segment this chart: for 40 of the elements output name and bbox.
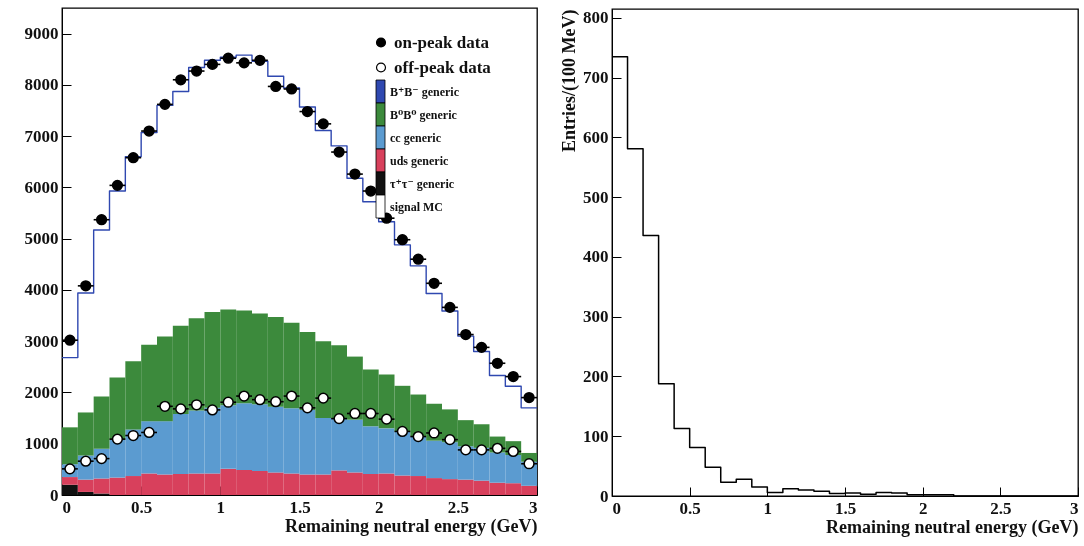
y-tick-label: 1000 xyxy=(24,434,59,454)
y-tick-label: 800 xyxy=(583,8,609,28)
legend-label: off-peak data xyxy=(394,57,492,77)
legend-label: B⁰B⁰ generic xyxy=(390,107,458,122)
legend-label: cc generic xyxy=(390,130,442,145)
x-tick-label: 2.5 xyxy=(447,497,469,517)
x-tick-label: 3 xyxy=(529,497,538,517)
x-tick-label: 1 xyxy=(763,498,773,518)
x-tick-label: 3 xyxy=(1070,498,1079,518)
y-tick-label: 100 xyxy=(583,426,609,446)
x-axis-title: Remaining neutral energy (GeV) xyxy=(826,516,1079,538)
y-tick-label: 7000 xyxy=(24,126,59,146)
y-tick-label: 3000 xyxy=(24,331,59,351)
y-tick-label: 4000 xyxy=(24,280,59,300)
x-tick-label: 0.5 xyxy=(679,498,701,518)
x-tick-label: 1.5 xyxy=(834,498,857,518)
x-axis-title: Remaining neutral energy (GeV) xyxy=(285,515,538,537)
x-tick-label: 0.5 xyxy=(131,497,153,517)
y-tick-label: 700 xyxy=(583,68,609,88)
x-tick-label: 2.5 xyxy=(990,498,1012,518)
y-tick-label: 400 xyxy=(583,247,609,267)
legend-label: B⁺B⁻ generic xyxy=(390,84,460,99)
y-tick-label: 200 xyxy=(583,366,609,386)
x-tick-label: 1.5 xyxy=(289,497,311,517)
legend-label: uds generic xyxy=(390,153,449,168)
legend-label: τ⁺τ⁻ generic xyxy=(390,176,455,191)
legend-label: on-peak data xyxy=(394,32,490,52)
y-tick-label: 600 xyxy=(583,127,609,147)
legend-label: signal MC xyxy=(390,199,444,214)
y-tick-label: 8000 xyxy=(24,75,59,95)
y-tick-label: 2000 xyxy=(24,382,59,402)
x-tick-label: 2 xyxy=(374,497,384,517)
y-tick-label: 5000 xyxy=(24,229,59,249)
y-tick-label: 500 xyxy=(583,187,609,207)
x-tick-label: 2 xyxy=(918,498,928,518)
x-tick-label: 1 xyxy=(216,497,226,517)
y-tick-label: 9000 xyxy=(24,24,59,44)
y-tick-label: 6000 xyxy=(24,177,59,197)
y-axis-title: Entries/(100 MeV) xyxy=(559,9,580,152)
y-tick-label: 300 xyxy=(583,307,609,327)
